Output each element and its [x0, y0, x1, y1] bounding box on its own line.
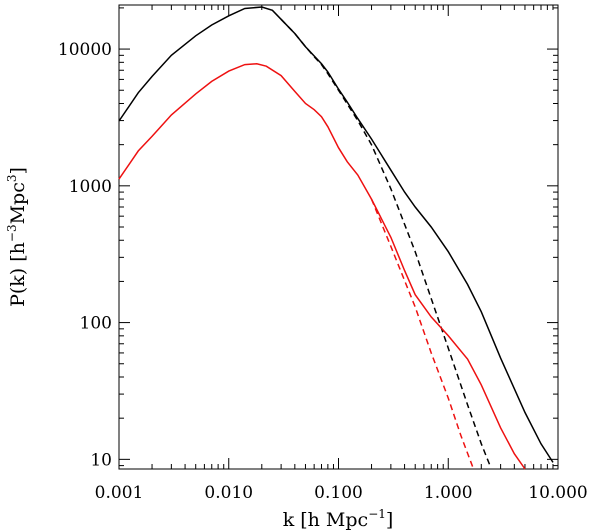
tick-labels: 0.001 0.010 0.100 1.000 10.000 10 100 1000 10000 — [58, 40, 588, 503]
series-line-1 — [118, 6, 554, 463]
axis-ticks — [118, 5, 559, 469]
series-line-4 — [370, 198, 475, 470]
y-axis-label: P(k) [h−3Mpc3] — [5, 167, 29, 307]
x-tick-label: 1.000 — [424, 483, 473, 503]
plot-frame — [118, 4, 559, 470]
y-tick-label: 10 — [90, 450, 112, 470]
data-series — [118, 6, 554, 470]
series-line-2 — [280, 18, 491, 466]
x-axis-label: k [h Mpc−1] — [283, 507, 394, 531]
x-tick-label: 10.000 — [528, 483, 587, 503]
series-line-3 — [118, 63, 526, 470]
y-tick-label: 10000 — [58, 40, 112, 60]
x-tick-label: 0.100 — [314, 483, 363, 503]
y-tick-label: 1000 — [69, 177, 112, 197]
y-tick-label: 100 — [80, 314, 112, 334]
x-tick-label: 0.010 — [204, 483, 253, 503]
x-tick-label: 0.001 — [95, 483, 144, 503]
